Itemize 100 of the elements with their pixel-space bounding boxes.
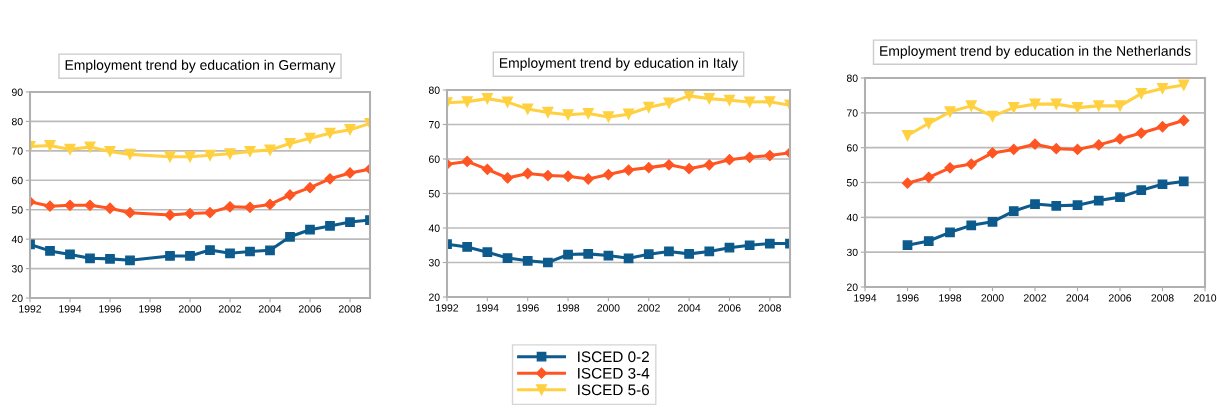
point: [744, 151, 756, 163]
point: [703, 159, 715, 171]
x-tick-label: 1996: [896, 294, 919, 302]
point: [44, 140, 56, 152]
point: [1029, 98, 1041, 110]
point: [64, 143, 76, 155]
point: [744, 96, 756, 108]
point: [986, 110, 999, 122]
point: [764, 96, 776, 108]
y-tick-label: 70: [429, 121, 440, 129]
point: [944, 162, 956, 174]
point: [1030, 199, 1040, 209]
point: [723, 154, 736, 166]
x-tick-label: 2008: [338, 305, 362, 313]
point: [987, 216, 998, 227]
y-tick-label: 30: [11, 265, 23, 273]
point: [562, 109, 574, 121]
point: [643, 101, 655, 113]
point: [461, 155, 473, 168]
point: [305, 224, 315, 235]
point: [184, 207, 196, 220]
point: [1029, 138, 1041, 150]
point: [724, 242, 735, 253]
point: [244, 145, 256, 158]
point: [1093, 139, 1105, 151]
chart-title: Employment trend by education in the Netherlands: [880, 45, 1191, 59]
point: [623, 253, 634, 264]
point: [284, 137, 296, 150]
point: [104, 145, 116, 158]
x-tick-label: 2000: [178, 305, 202, 313]
point: [461, 96, 473, 108]
point: [684, 249, 694, 259]
point: [124, 207, 136, 219]
point: [923, 236, 934, 246]
point: [1135, 127, 1147, 139]
x-tick-label: 1992: [19, 305, 42, 313]
point: [1072, 200, 1083, 211]
point: [643, 162, 655, 174]
point: [345, 217, 355, 227]
x-tick-label: 2006: [718, 304, 741, 312]
point: [501, 96, 514, 108]
legend-label: ISCED 0-2: [578, 351, 649, 363]
point: [965, 100, 977, 112]
point: [1115, 192, 1125, 202]
y-tick-label: 70: [12, 147, 23, 155]
point: [965, 158, 977, 170]
x-tick-label: 2002: [218, 305, 242, 313]
point: [264, 198, 276, 211]
x-tick-label: 1994: [854, 294, 877, 302]
x-tick-label: 1998: [557, 304, 580, 312]
y-tick-label: 20: [11, 294, 23, 302]
x-tick-label: 2004: [258, 305, 282, 313]
point: [542, 169, 554, 182]
x-tick-label: 1996: [99, 305, 122, 313]
x-tick-label: 1994: [59, 305, 82, 313]
point: [85, 253, 95, 264]
point: [45, 246, 55, 256]
point: [65, 249, 75, 260]
point: [683, 163, 695, 175]
x-tick-label: 1996: [516, 304, 539, 312]
y-tick-label: 50: [11, 206, 23, 214]
legend-label: ISCED 5-6: [578, 384, 650, 396]
point: [563, 249, 573, 260]
point: [1050, 98, 1062, 110]
y-tick-label: 30: [846, 248, 858, 257]
point: [602, 111, 614, 123]
y-tick-label: 40: [428, 224, 440, 232]
point: [923, 171, 935, 183]
point: [923, 117, 935, 129]
point: [902, 240, 913, 251]
point: [1071, 102, 1084, 114]
point: [462, 242, 473, 252]
x-tick-label: 2002: [1023, 294, 1047, 302]
x-tick-label: 2006: [1108, 294, 1132, 302]
point: [84, 141, 96, 153]
point: [165, 251, 175, 261]
legend-label: ISCED 3-4: [578, 367, 650, 379]
point: [1008, 102, 1020, 114]
y-tick-label: 60: [847, 144, 858, 152]
y-tick-label: 50: [428, 190, 440, 198]
point: [264, 144, 276, 156]
y-tick-label: 30: [428, 259, 440, 267]
point: [1051, 200, 1062, 211]
point: [125, 255, 135, 266]
y-tick-label: 60: [429, 155, 440, 163]
point: [623, 108, 635, 120]
x-tick-label: 2000: [597, 304, 620, 312]
point: [901, 129, 914, 142]
point: [244, 201, 256, 213]
point: [1136, 185, 1147, 196]
point: [764, 238, 775, 249]
point: [1008, 206, 1019, 216]
point: [663, 159, 675, 171]
point: [602, 168, 615, 181]
point: [481, 163, 493, 175]
point: [944, 106, 956, 118]
point: [704, 246, 715, 257]
point: [164, 151, 176, 163]
y-tick-label: 80: [428, 86, 440, 94]
chart-title: Employment trend by education in Italy: [499, 57, 739, 71]
